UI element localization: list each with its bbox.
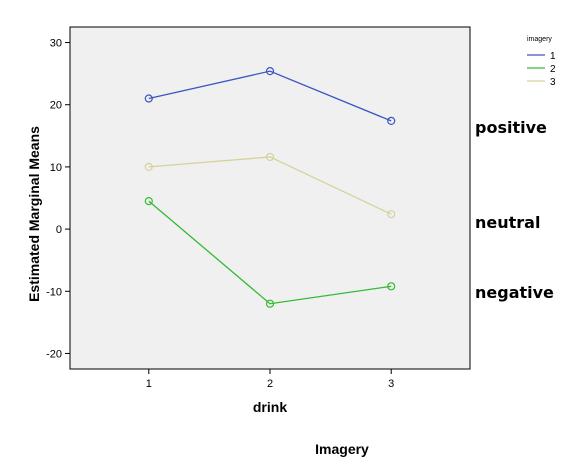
data-point-3: [144, 162, 153, 172]
data-point-1: [144, 94, 153, 103]
data-point-1: [265, 67, 275, 76]
annotation-neutral: neutral: [475, 213, 540, 232]
data-point-3: [265, 152, 275, 162]
series-layer: [144, 67, 396, 308]
y-axis: -20 -10 0 10 20 30: [46, 38, 70, 360]
data-point-2: [387, 282, 396, 291]
y-tick-label: 0: [56, 224, 62, 236]
legend-label-2: 2: [550, 64, 556, 75]
data-point-1: [387, 116, 396, 125]
x-tick-label: 2: [267, 378, 273, 390]
series-line-3: [148, 156, 392, 215]
data-point-3: [387, 210, 396, 219]
y-tick-label: 30: [50, 38, 62, 50]
y-tick-label: 10: [50, 162, 62, 174]
x-tick-label: 3: [388, 378, 394, 390]
y-axis-title: Estimated Marginal Means: [26, 126, 42, 302]
data-point-2: [265, 299, 275, 308]
annotation-negative: negative: [475, 283, 554, 302]
series-line-2: [148, 200, 392, 305]
legend-title: imagery: [527, 36, 552, 43]
x-axis-title: drink: [253, 399, 287, 415]
data-point-2: [144, 197, 153, 206]
legend: imagery 1 2 3: [527, 36, 556, 88]
plot-area: [69, 26, 471, 370]
y-tick-label: -10: [46, 286, 62, 298]
x-tick-label: 1: [146, 378, 152, 390]
chart-caption: Imagery: [315, 441, 369, 457]
annotation-positive: positive: [475, 118, 547, 137]
x-axis: 1 2 3: [146, 369, 394, 390]
y-tick-label: -20: [46, 348, 62, 360]
series-line-1: [148, 70, 392, 122]
y-tick-label: 20: [50, 100, 62, 112]
legend-label-1: 1: [550, 51, 556, 62]
legend-label-3: 3: [550, 77, 556, 88]
